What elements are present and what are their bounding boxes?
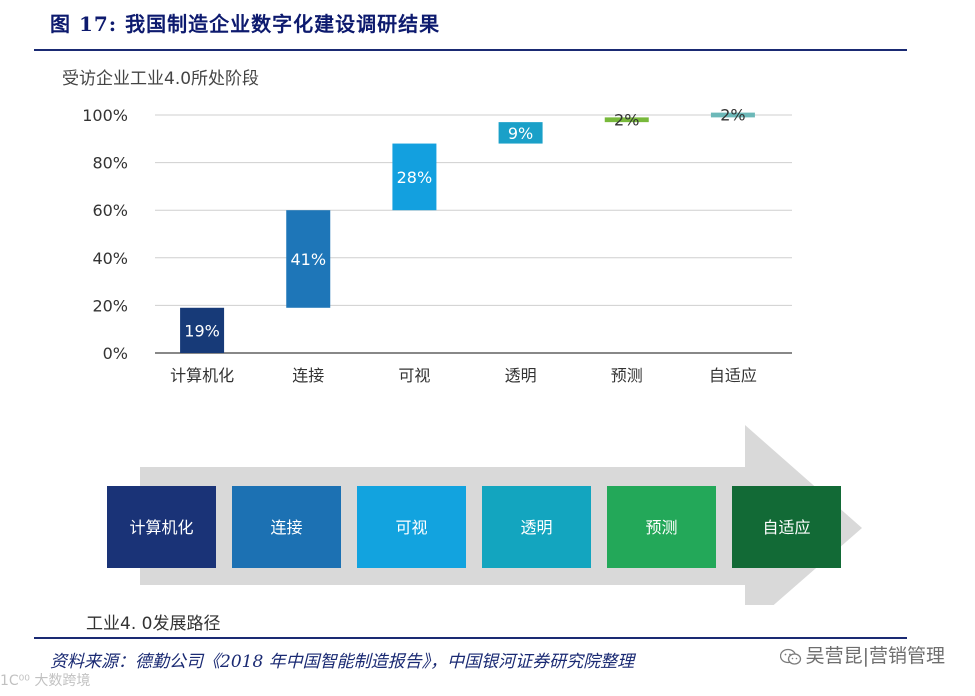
y-tick-label: 20% bbox=[92, 296, 128, 315]
flow-step-5 bbox=[607, 486, 716, 568]
bar-5 bbox=[604, 117, 649, 123]
bar-value-label: 2% bbox=[720, 106, 745, 125]
bar-1 bbox=[180, 307, 225, 353]
x-tick-label: 预测 bbox=[611, 366, 643, 385]
x-tick-label: 透明 bbox=[505, 366, 537, 385]
flow-step-label: 预测 bbox=[645, 518, 677, 537]
bar-6 bbox=[710, 112, 755, 118]
bar-value-label: 2% bbox=[614, 110, 639, 129]
x-tick-label: 自适应 bbox=[709, 366, 757, 385]
watermark-text: 吴营昆|营销管理 bbox=[805, 645, 945, 667]
flow-step-label: 透明 bbox=[520, 518, 552, 537]
waterfall-chart: 0%20%40%60%80%100% 19%41%28%9%2% 2% 计算机化连… bbox=[82, 106, 862, 605]
y-tick-label: 40% bbox=[92, 249, 128, 268]
title-divider bbox=[34, 49, 907, 51]
bar-2 bbox=[286, 210, 331, 308]
bar-value-label: 9% bbox=[508, 124, 533, 143]
watermark: 吴营昆|营销管理 bbox=[779, 641, 945, 668]
chart-subtitle: 受访企业工业4.0所处阶段 bbox=[62, 69, 260, 89]
y-tick-label: 100% bbox=[82, 106, 128, 125]
flow-step-3 bbox=[357, 486, 466, 568]
flow-step-label: 计算机化 bbox=[129, 518, 193, 537]
source-note: 资料来源：德勤公司《2018 年中国智能制造报告》，中国银河证券研究院整理 bbox=[50, 652, 635, 672]
flow-step-1 bbox=[107, 486, 216, 568]
bar-3 bbox=[392, 143, 437, 211]
flow-step-6 bbox=[732, 486, 841, 568]
bar-value-label: 28% bbox=[397, 168, 433, 187]
source-divider bbox=[34, 637, 907, 639]
bars: 19% 41% 28% 9% 2% 2% bbox=[180, 106, 755, 353]
flow-step-label: 自适应 bbox=[762, 518, 810, 537]
bar-value-label: 19% bbox=[184, 321, 220, 340]
gridlines bbox=[155, 114, 792, 354]
figure-title: 图 17: 我国制造企业数字化建设调研结果 bbox=[50, 12, 441, 36]
y-axis-ticks: 0% 20% 40% 60% 80% 100% bbox=[82, 106, 128, 363]
y-tick-label: 80% bbox=[92, 154, 128, 173]
watermark-secondary: 1C⁰⁰ 大数跨境 bbox=[0, 673, 91, 689]
flow-step-label: 可视 bbox=[395, 518, 427, 537]
y-tick-label: 0% bbox=[103, 344, 128, 363]
flow-step-2 bbox=[232, 486, 341, 568]
x-tick-label: 可视 bbox=[398, 366, 430, 385]
x-tick-label: 连接 bbox=[292, 366, 324, 385]
flow-step-4 bbox=[482, 486, 591, 568]
flow-step-label: 连接 bbox=[270, 518, 302, 537]
bar-value-label: 41% bbox=[290, 250, 326, 269]
y-tick-label: 60% bbox=[92, 201, 128, 220]
x-axis-labels: 计算机化 连接 可视 透明 预测 自适应 bbox=[170, 366, 757, 385]
bar-4 bbox=[498, 122, 543, 144]
wechat-icon bbox=[779, 648, 801, 665]
x-tick-label: 计算机化 bbox=[170, 366, 234, 385]
flow-caption: 工业4. 0发展路径 bbox=[86, 614, 221, 634]
flow-diagram: 计算机化 连接 可视 透明 预测 自适应 bbox=[107, 425, 862, 605]
